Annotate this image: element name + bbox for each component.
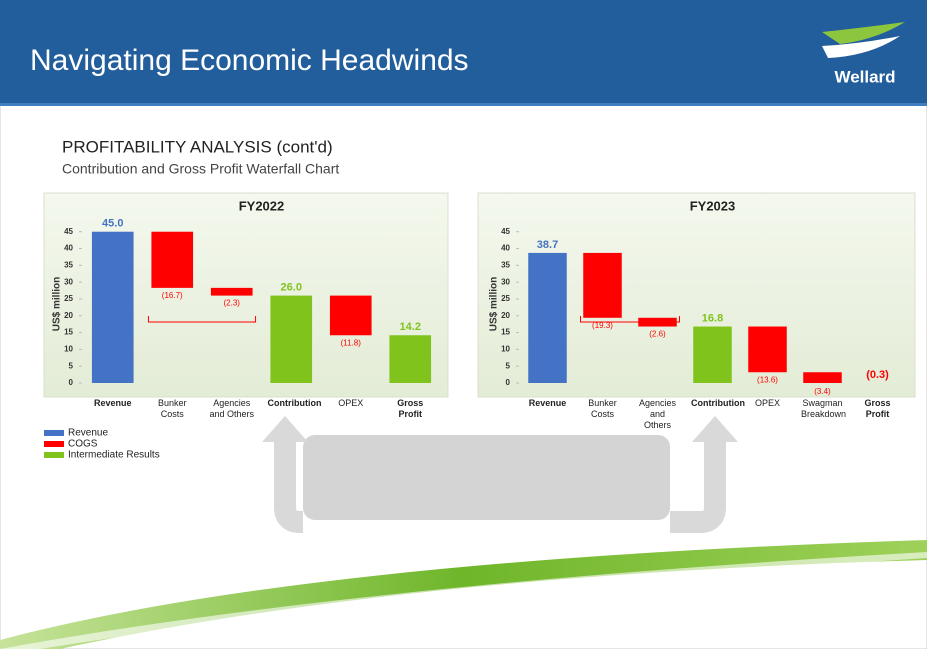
chart-title: FY2022 (239, 198, 285, 213)
value-label: (0.3) (866, 369, 889, 381)
legend-label: Revenue (68, 428, 108, 439)
header-title: Navigating Economic Headwinds (30, 44, 469, 77)
value-label: 45.0 (102, 218, 123, 230)
callout-arrow-head (262, 416, 308, 442)
bar (329, 295, 372, 336)
x-tick-label: OPEX (338, 398, 364, 408)
x-tick-label: Agencies and Others (209, 398, 255, 419)
legend-swatch (44, 441, 64, 447)
swoosh-highlight (0, 552, 927, 649)
x-tick-label: OPEX (754, 398, 780, 408)
value-label: 14.2 (400, 321, 421, 333)
bar (389, 335, 432, 383)
value-label: 16.8 (702, 312, 723, 324)
value-label: (13.6) (757, 375, 778, 384)
y-tick-label: 40 (501, 244, 510, 253)
value-label: 38.7 (537, 239, 558, 251)
y-tick-label: 30 (64, 277, 73, 286)
x-tick-label: Agencies and Others (638, 398, 677, 430)
y-tick-label: 35 (501, 260, 510, 269)
logo-text: Wellard (834, 67, 895, 86)
value-label: (11.8) (341, 338, 362, 347)
y-tick-label: 45 (501, 227, 510, 236)
y-tick-label: 0 (69, 378, 74, 387)
y-tick-label: 20 (501, 311, 510, 320)
y-tick-label: 15 (64, 328, 73, 337)
y-tick-label: 25 (64, 294, 73, 303)
y-tick-label: 0 (506, 378, 511, 387)
chart-title: FY2023 (690, 198, 736, 213)
y-axis-label: US$ million (489, 277, 500, 331)
y-axis-label: US$ million (52, 277, 63, 331)
value-label: (16.7) (162, 291, 183, 300)
x-tick-label: Contribution (691, 398, 745, 408)
x-tick-label: Gross Profit (397, 398, 424, 419)
bar (693, 326, 732, 383)
bar (803, 372, 842, 383)
bar (528, 252, 567, 383)
y-tick-label: 25 (501, 294, 510, 303)
value-label: (2.6) (649, 330, 666, 339)
logo-mark (822, 22, 905, 44)
y-tick-label: 45 (64, 227, 73, 236)
section-subtitle: Contribution and Gross Profit Waterfall … (62, 161, 339, 177)
cost-bracket (580, 316, 680, 323)
x-tick-label: Gross Profit (864, 398, 891, 419)
value-label: (19.3) (592, 321, 613, 330)
x-tick-label: Bunker Costs (157, 398, 187, 419)
bar (583, 252, 622, 318)
logo-mark (822, 36, 900, 58)
legend-label: Intermediate Results (68, 450, 160, 461)
value-label: 26.0 (281, 282, 302, 294)
x-tick-label: Revenue (528, 398, 567, 408)
legend-swatch (44, 452, 64, 458)
value-label: (2.3) (224, 299, 241, 308)
y-tick-label: 20 (64, 311, 73, 320)
legend-label: COGS (68, 439, 98, 450)
y-tick-label: 5 (69, 361, 74, 370)
bar (151, 231, 194, 288)
y-tick-label: 40 (64, 244, 73, 253)
bar (748, 326, 787, 373)
callout-arrow-head (692, 416, 738, 442)
y-tick-label: 5 (506, 361, 511, 370)
callout-arrow (274, 440, 303, 533)
callout-arrow (670, 440, 726, 533)
x-tick-label: Contribution (267, 398, 322, 408)
x-tick-label: Revenue (93, 398, 132, 408)
y-tick-label: 15 (501, 328, 510, 337)
bar (210, 287, 253, 296)
y-tick-label: 10 (64, 344, 73, 353)
legend-swatch (44, 430, 64, 436)
bar (270, 295, 313, 383)
header-line (0, 103, 927, 106)
x-tick-label: Bunker Costs (588, 398, 617, 419)
section-title: PROFITABILITY ANALYSIS (cont'd) (62, 137, 333, 156)
y-tick-label: 30 (501, 277, 510, 286)
x-tick-label: Swagman Breakdown (801, 398, 847, 419)
y-tick-label: 10 (501, 344, 510, 353)
y-tick-label: 35 (64, 260, 73, 269)
cost-bracket (147, 316, 257, 323)
header-band (0, 0, 927, 103)
callout-box (303, 435, 670, 520)
bar (91, 231, 134, 383)
value-label: (3.4) (814, 387, 831, 396)
